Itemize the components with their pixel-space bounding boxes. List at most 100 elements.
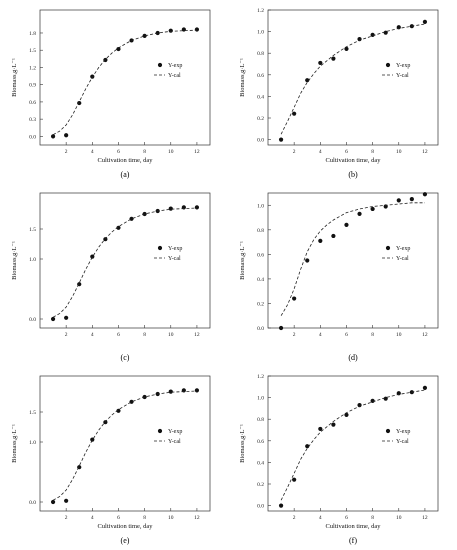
data-point-y-exp (50, 499, 56, 505)
y-tick-label: 0.6 (257, 252, 264, 258)
x-tick-label: 10 (396, 149, 402, 155)
legend-label-y-cal: Y-cal (168, 256, 181, 262)
y-tick-label: 1.5 (29, 227, 36, 233)
data-point-y-exp (129, 216, 134, 221)
x-tick-label: 10 (396, 332, 402, 338)
data-point-y-exp (194, 27, 200, 32)
data-point-y-exp (50, 316, 56, 322)
y-tick-label: 1.5 (29, 410, 36, 416)
y-tick-label: 0.8 (257, 417, 264, 423)
y-axis-title: Biomass,g·L⁻¹ (11, 58, 18, 97)
x-tick-label: 2 (293, 332, 296, 338)
y-axis-title: Biomass,g·L⁻¹ (11, 424, 18, 463)
data-point-y-exp (168, 389, 173, 394)
x-tick-label: 12 (422, 515, 428, 521)
chart-svg: 2 4 6 8 10 12 0.0 0.3 0.6 0.9 1.2 1.5 1.8 Cultivation… (11, 9, 211, 179)
y-tick-label: 0.8 (257, 51, 264, 57)
x-tick-label: 6 (117, 149, 120, 155)
legend-marker-y-exp (385, 62, 391, 68)
data-point-y-exp (331, 56, 336, 61)
x-tick-label: 10 (168, 332, 174, 338)
x-tick-label: 10 (168, 149, 174, 155)
y-tick-label: 0.4 (257, 460, 264, 466)
chart-panel-d: 2 4 6 8 10 12 0.0 0.2 0.4 0.6 0.8 1.0 Biomass,g·L⁻¹ Y… (228, 183, 456, 366)
chart-svg: 2 4 6 8 10 12 0.0 1.0 1.5 Biomass,g·L⁻¹ Y-exp Y-cal… (11, 192, 211, 362)
x-tick-label: 10 (396, 515, 402, 521)
data-point-y-exp (64, 498, 69, 503)
x-tick-label: 12 (194, 515, 200, 521)
x-tick-label: 4 (91, 332, 94, 338)
x-tick-label: 8 (143, 515, 146, 521)
data-point-y-exp (357, 403, 362, 408)
data-point-y-exp (370, 206, 375, 212)
data-point-y-exp (142, 33, 147, 38)
data-point-y-exp (64, 133, 69, 138)
y-tick-label: 0.9 (29, 83, 36, 89)
x-axis-title: Cultivation time, day (325, 523, 381, 530)
panel-label: (e) (121, 536, 130, 545)
data-point-y-exp (331, 422, 336, 427)
panel-label: (b) (348, 170, 358, 179)
panel-label: (c) (121, 353, 130, 362)
chart-panel-b: 2 4 6 8 10 12 0.0 0.2 0.4 0.6 0.8 1.0 1.2 Cultivation… (228, 0, 456, 183)
x-tick-label: 10 (168, 515, 174, 521)
legend-marker-y-exp (157, 245, 163, 251)
legend-marker-y-exp (157, 62, 163, 68)
data-point-y-exp (409, 197, 414, 202)
data-point-y-exp (278, 503, 284, 508)
data-point-y-exp (318, 238, 323, 243)
y-tick-label: 0.0 (29, 317, 36, 323)
x-tick-label: 2 (293, 515, 296, 521)
chart-svg: 2 4 6 8 10 12 0.0 0.2 0.4 0.6 0.8 1.0 1.2 Cultivation… (239, 374, 439, 545)
x-tick-label: 6 (345, 149, 348, 155)
data-point-y-exp (64, 315, 69, 320)
x-axis-title: Cultivation time, day (97, 157, 153, 164)
data-point-y-exp (116, 408, 121, 413)
y-tick-label: 0.0 (29, 500, 36, 506)
data-point-y-exp (292, 111, 297, 116)
data-point-y-exp (318, 60, 323, 66)
data-point-y-exp (344, 46, 349, 51)
plot-frame (267, 192, 439, 329)
x-tick-label: 12 (194, 149, 200, 155)
x-tick-label: 2 (65, 332, 68, 338)
data-point-y-exp (116, 225, 121, 230)
x-tick-label: 6 (345, 332, 348, 338)
data-point-y-exp (129, 399, 134, 404)
data-point-y-exp (305, 444, 310, 449)
chart-svg: 2 4 6 8 10 12 0.0 1.0 1.5 Cultivation time, day Bi… (11, 375, 211, 545)
y-tick-label: 0.2 (257, 116, 264, 122)
y-tick-label: 1.5 (29, 48, 36, 54)
x-tick-label: 8 (143, 149, 146, 155)
y-tick-label: 0.0 (257, 326, 264, 332)
legend-label-y-cal: Y-cal (396, 73, 409, 79)
legend-marker-y-exp (385, 428, 391, 434)
data-point-y-exp (50, 134, 56, 139)
plot-frame (267, 9, 439, 146)
legend-label-y-exp: Y-exp (396, 246, 410, 252)
y-tick-label: 0.6 (257, 73, 264, 79)
data-point-y-exp (422, 385, 428, 390)
y-axis-title: Biomass,g·L⁻¹ (239, 424, 246, 463)
chart-panel-e: 2 4 6 8 10 12 0.0 1.0 1.5 Cultivation time, day Bi… (0, 366, 228, 549)
data-point-y-exp (168, 206, 173, 211)
data-point-y-exp (292, 296, 297, 301)
data-point-y-exp (422, 192, 428, 197)
series-line-y-cal (280, 202, 425, 316)
x-tick-label: 12 (422, 332, 428, 338)
data-point-y-exp (370, 32, 375, 37)
x-tick-label: 8 (371, 149, 374, 155)
plot-frame (39, 375, 211, 512)
legend-label-y-cal: Y-cal (396, 256, 409, 262)
series-line-y-cal (52, 29, 197, 136)
y-tick-label: 0.0 (29, 134, 36, 140)
x-tick-label: 8 (371, 332, 374, 338)
data-point-y-exp (305, 258, 310, 263)
x-tick-label: 8 (371, 515, 374, 521)
data-point-y-exp (344, 412, 349, 417)
panel-label: (a) (121, 170, 130, 179)
series-line-y-cal (280, 23, 425, 135)
data-point-y-exp (90, 254, 95, 259)
legend-label-y-exp: Y-exp (396, 429, 410, 435)
